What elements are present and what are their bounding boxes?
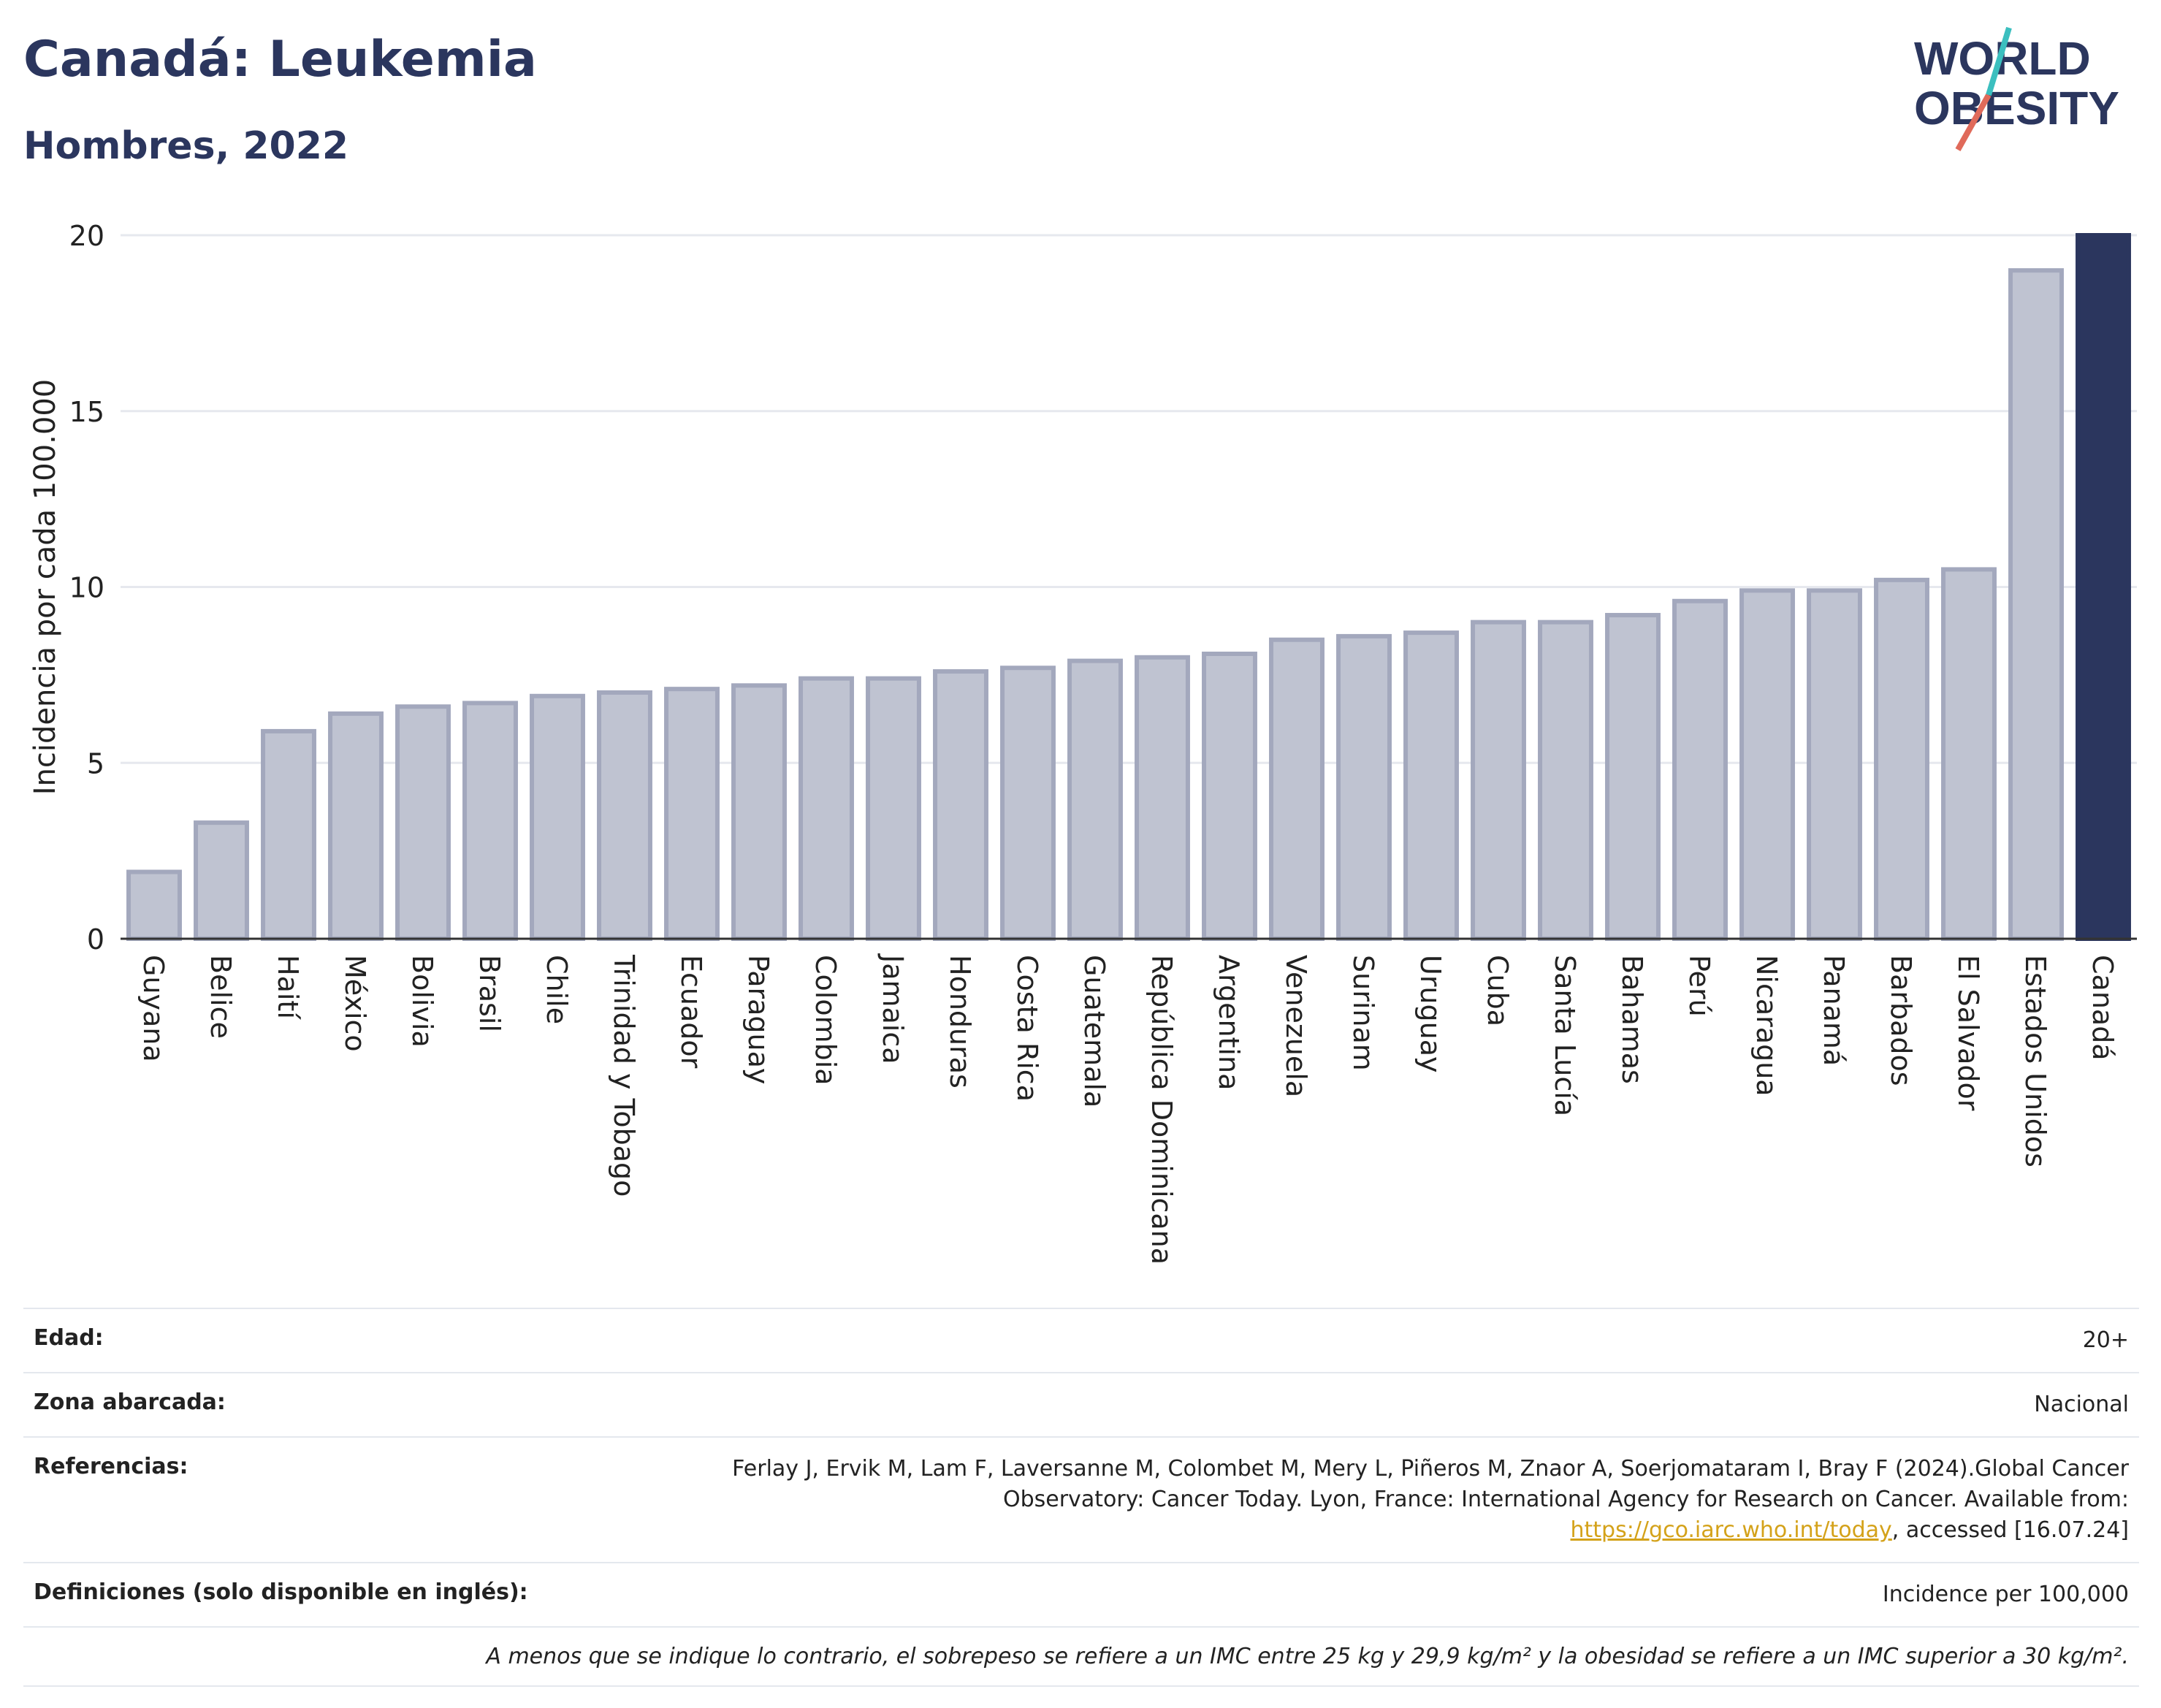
x-tick-label: Venezuela: [1280, 955, 1312, 1097]
bar: [866, 676, 921, 941]
bar: [597, 690, 652, 941]
meta-row-edad: Edad: 20+: [23, 1308, 2139, 1373]
ref-text-1: Ferlay J, Ervik M, Lam F, Laversanne M, …: [732, 1456, 2129, 1512]
x-tick-label: Colombia: [809, 955, 842, 1086]
bar: [1874, 577, 1929, 941]
y-tick-label: 5: [87, 747, 104, 779]
bar: [126, 869, 182, 942]
bar: [462, 701, 518, 942]
zona-label: Zona abarcada:: [23, 1372, 701, 1438]
x-tick-label: República Dominicana: [1146, 955, 1178, 1265]
bar: [1202, 651, 1257, 941]
x-tick-label: Estados Unidos: [2019, 955, 2051, 1167]
x-tick-label: Haití: [272, 955, 304, 1020]
bar: [2076, 233, 2131, 941]
bar: [395, 704, 451, 942]
bar: [261, 728, 316, 941]
y-tick-label: 0: [87, 923, 104, 956]
x-tick-label: Paraguay: [742, 955, 774, 1084]
x-tick-label: Canadá: [2086, 955, 2119, 1061]
x-tick-label: Ecuador: [675, 955, 707, 1069]
bar: [1672, 598, 1728, 941]
x-tick-label: Argentina: [1213, 955, 1245, 1090]
x-tick-label: Guyana: [137, 955, 169, 1062]
bar: [1135, 655, 1190, 941]
bar: [530, 693, 585, 941]
meta-row-definiciones: Definiciones (solo disponible en inglés)…: [23, 1562, 2139, 1628]
x-tick-label: Perú: [1683, 955, 1715, 1017]
bar: [1403, 630, 1459, 941]
x-tick-label: Surinam: [1347, 955, 1379, 1071]
def-value: Incidence per 100,000: [701, 1562, 2139, 1628]
page-subtitle: Hombres, 2022: [23, 124, 349, 168]
bar: [328, 711, 384, 942]
x-tick-label: Bolivia: [406, 955, 438, 1048]
bar: [1538, 619, 1593, 942]
bar: [1269, 637, 1325, 941]
x-tick-label: Costa Rica: [1011, 955, 1043, 1102]
x-tick-label: Uruguay: [1414, 955, 1447, 1073]
x-tick-label: Brasil: [473, 955, 506, 1032]
bar: [194, 820, 249, 941]
metadata-table: Edad: 20+ Zona abarcada: Nacional Refere…: [23, 1308, 2139, 1687]
world-obesity-logo: WORLD OBESITY: [1914, 26, 2119, 151]
ref-text-2: , accessed [16.07.24]: [1891, 1517, 2129, 1543]
x-tick-label: Jamaica: [877, 953, 909, 1064]
bar: [1471, 619, 1526, 942]
footnote: A menos que se indique lo contrario, el …: [23, 1626, 2139, 1687]
y-axis-label: Incidencia por cada 100.000: [28, 379, 62, 796]
page-title: Canadá: Leukemia: [23, 31, 537, 88]
x-tick-label: Barbados: [1885, 955, 1917, 1086]
bar: [1739, 588, 1795, 941]
bar: [799, 676, 854, 941]
x-tick-label: Honduras: [944, 955, 976, 1089]
zona-value: Nacional: [701, 1372, 2139, 1438]
meta-row-note: A menos que se indique lo contrario, el …: [23, 1626, 2139, 1687]
ref-label: Referencias:: [23, 1436, 701, 1563]
x-tick-label: Chile: [541, 955, 573, 1024]
meta-row-referencias: Referencias: Ferlay J, Ervik M, Lam F, L…: [23, 1436, 2139, 1563]
bar: [933, 669, 988, 941]
x-tick-label: Trinidad y Tobago: [608, 954, 640, 1197]
y-tick-label: 20: [69, 220, 104, 252]
bar: [1336, 633, 1392, 941]
x-tick-label: Bahamas: [1616, 955, 1648, 1084]
x-tick-label: Belice: [205, 955, 237, 1039]
x-tick-label: Panamá: [1818, 955, 1850, 1066]
logo-line2: OBESITY: [1914, 82, 2119, 134]
bar-chart: 0 5 10 15 20 Incidencia por cada 100.000 Guyan…: [28, 220, 2137, 1265]
bar: [731, 683, 787, 941]
meta-row-zona: Zona abarcada: Nacional: [23, 1372, 2139, 1438]
x-tick-label: Cuba: [1482, 955, 1514, 1026]
bar: [1807, 588, 1862, 941]
x-tick-label: Santa Lucía: [1549, 955, 1581, 1116]
x-tick-label: México: [339, 955, 371, 1052]
ref-link[interactable]: https://gco.iarc.who.int/today: [1570, 1517, 1892, 1543]
edad-label: Edad:: [23, 1308, 701, 1373]
bar: [1000, 666, 1056, 941]
y-tick-label: 10: [69, 572, 104, 604]
bar: [664, 687, 720, 941]
bar: [1067, 658, 1123, 941]
x-tick-label: Nicaragua: [1750, 955, 1783, 1097]
y-tick-label: 15: [69, 396, 104, 428]
bar: [1605, 613, 1661, 942]
edad-value: 20+: [701, 1308, 2139, 1373]
bar: [1941, 567, 1997, 941]
bar: [2008, 268, 2064, 941]
x-tick-label: El Salvador: [1952, 955, 1984, 1111]
ref-value: Ferlay J, Ervik M, Lam F, Laversanne M, …: [701, 1436, 2139, 1563]
x-tick-label: Guatemala: [1078, 955, 1110, 1107]
def-label: Definiciones (solo disponible en inglés)…: [23, 1562, 701, 1628]
